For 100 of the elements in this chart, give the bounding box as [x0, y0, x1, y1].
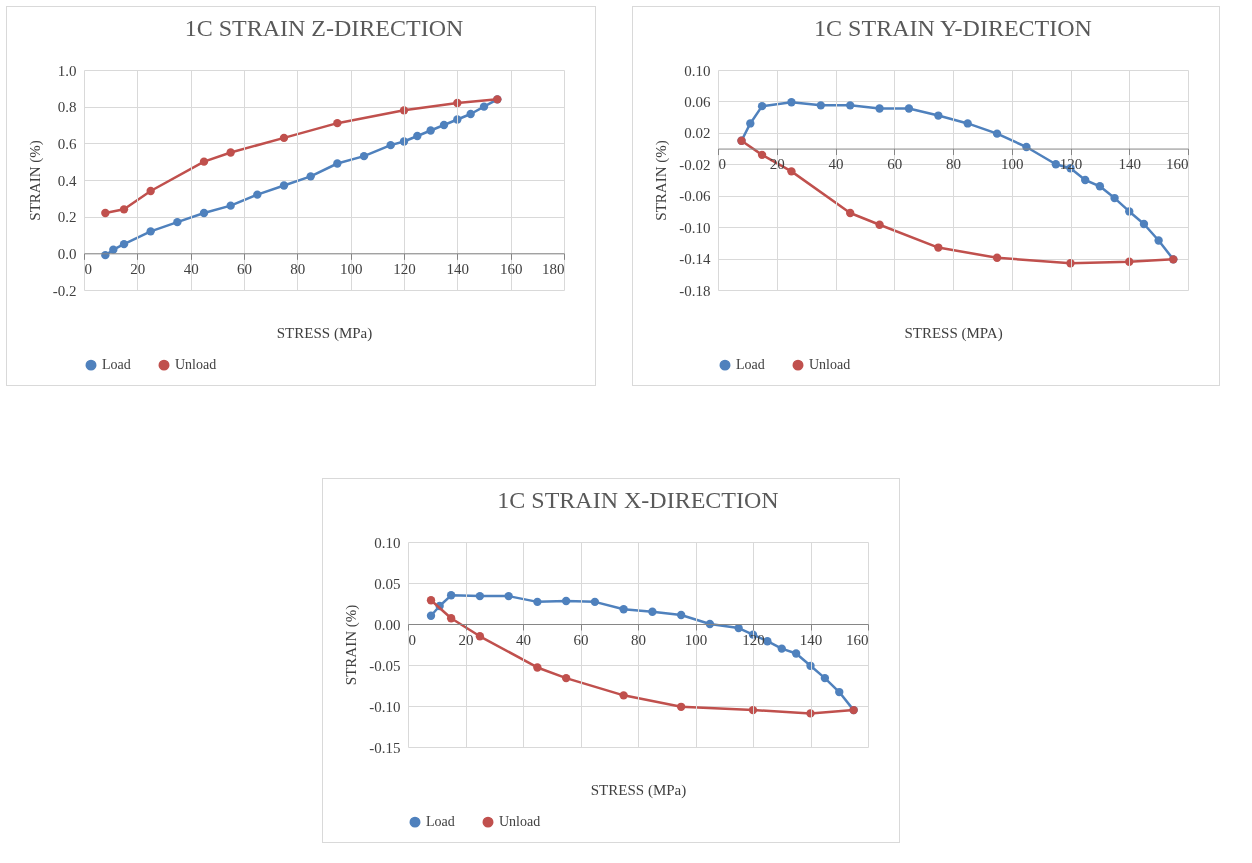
point [934, 111, 943, 120]
y-tick-label: 0.8 [57, 99, 77, 116]
x-tick-label: 140 [799, 631, 823, 648]
y-tick-label: -0.2 [52, 282, 77, 299]
point [787, 167, 796, 176]
legend-label: Load [426, 814, 455, 830]
x-tick-label: 180 [542, 260, 565, 277]
y-tick-label: -0.02 [679, 156, 711, 173]
point [676, 702, 686, 711]
x-tick-label: 0 [718, 156, 726, 173]
point [226, 201, 235, 210]
point [426, 596, 436, 605]
point [226, 148, 235, 157]
point [359, 151, 369, 161]
y-tick-label: -0.06 [679, 188, 711, 205]
x-tick-label: 20 [130, 260, 146, 277]
point [561, 596, 571, 606]
point [173, 217, 182, 227]
y-tick-label: 0.00 [374, 616, 401, 633]
y-tick-label: 0.10 [684, 62, 711, 79]
point [199, 157, 209, 166]
point [146, 186, 155, 196]
x-axis-title: STRESS (MPa) [276, 324, 373, 342]
legend-label: Unload [809, 357, 851, 373]
point [846, 101, 855, 110]
point [475, 632, 485, 641]
point [1139, 219, 1149, 229]
x-axis-title: STRESS (MPa) [590, 781, 687, 799]
chart-title: 1C STRAIN X-DIRECTION [497, 487, 779, 513]
point [561, 673, 571, 683]
point [619, 605, 628, 614]
point [253, 190, 262, 199]
point [446, 591, 456, 600]
point [835, 687, 844, 697]
point [279, 181, 289, 190]
point [1051, 160, 1060, 169]
point [119, 239, 129, 249]
x-tick-label: 60 [887, 156, 903, 173]
point [146, 227, 155, 236]
point [875, 104, 884, 113]
legend-label: Load [102, 357, 131, 373]
x-tick-label: 80 [290, 260, 306, 277]
y-tick-label: 0.05 [374, 575, 401, 592]
point [757, 101, 767, 111]
point [820, 673, 830, 683]
point [479, 102, 489, 111]
point [963, 119, 972, 128]
point [439, 120, 449, 130]
point [648, 607, 657, 616]
point [386, 140, 395, 150]
point [934, 243, 943, 252]
y-tick-label: 0.2 [57, 209, 77, 226]
point [333, 159, 342, 168]
point [279, 133, 289, 143]
point [413, 131, 422, 141]
y-tick-label: -0.18 [679, 282, 711, 299]
y-tick-label: 0.10 [374, 534, 401, 551]
point [1154, 236, 1163, 245]
point [446, 614, 456, 623]
chart-title: 1C STRAIN Z-DIRECTION [184, 15, 464, 41]
point [533, 597, 542, 607]
point [816, 101, 825, 110]
y-tick-label: 1.0 [57, 62, 77, 79]
x-tick-label: 100 [1001, 156, 1024, 173]
point [199, 208, 209, 218]
x-tick-label: 60 [237, 260, 252, 277]
point [875, 220, 884, 229]
point [746, 119, 755, 128]
y-tick-label: 0.02 [684, 125, 711, 142]
point [101, 208, 110, 218]
point [426, 126, 435, 135]
y-tick-label: 0.06 [684, 93, 711, 110]
point [846, 208, 855, 218]
point [992, 129, 1002, 138]
point [1110, 193, 1119, 203]
point [992, 253, 1002, 262]
x-tick-label: 100 [339, 260, 363, 277]
legend-label: Unload [499, 814, 541, 830]
legend-label: Unload [175, 357, 217, 373]
x-tick-label: 0 [408, 631, 416, 648]
x-tick-label: 80 [631, 631, 646, 648]
point [466, 109, 475, 119]
point [1095, 182, 1105, 191]
y-axis-title: STRAIN (%) [343, 604, 361, 686]
x-tick-label: 40 [828, 156, 844, 173]
x-tick-label: 140 [1118, 156, 1141, 173]
x-tick-label: 100 [684, 631, 708, 648]
x-tick-label: 20 [458, 631, 474, 648]
point [475, 591, 485, 601]
point [533, 663, 542, 672]
x-tick-label: 40 [516, 631, 531, 648]
y-tick-label: -0.05 [369, 657, 401, 674]
x-tick-label: 140 [446, 260, 470, 277]
x-axis-title: STRESS (MPA) [904, 324, 1003, 342]
point [504, 591, 513, 601]
y-tick-label: 0.6 [57, 135, 77, 152]
x-tick-label: 40 [183, 260, 199, 277]
y-axis-title: STRAIN (%) [653, 140, 671, 221]
chart-title: 1C STRAIN Y-DIRECTION [814, 15, 1092, 41]
y-tick-label: -0.10 [679, 219, 711, 236]
